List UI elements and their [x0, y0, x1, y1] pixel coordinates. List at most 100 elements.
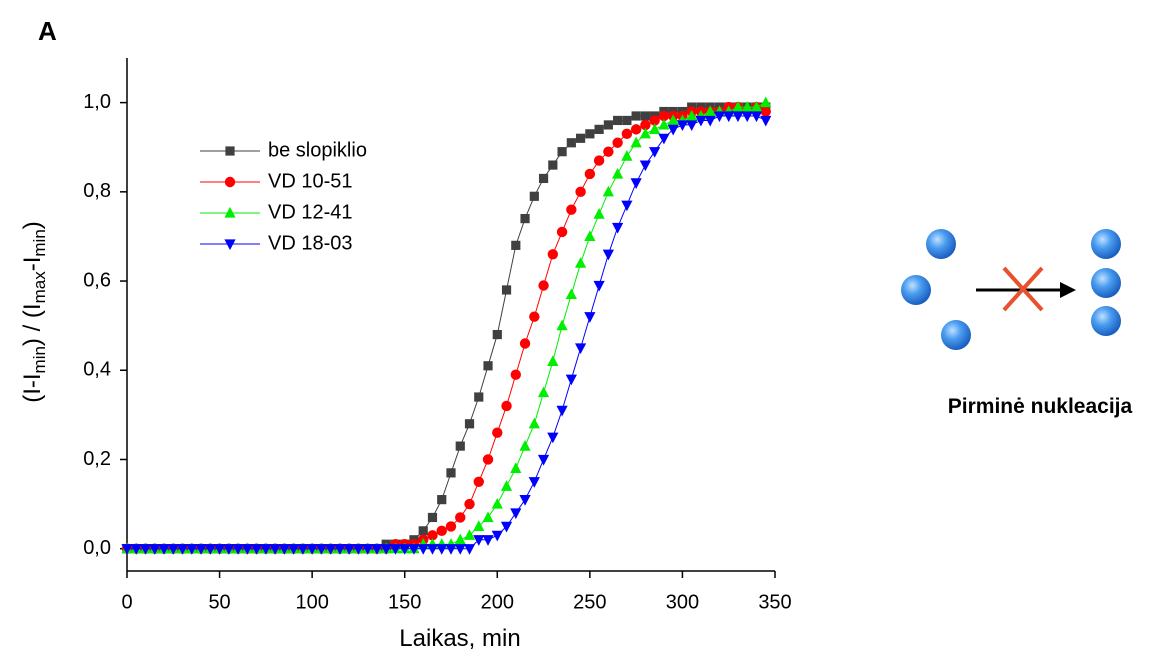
data-point — [149, 544, 161, 555]
data-point — [213, 544, 226, 555]
data-point — [741, 111, 753, 123]
legend-label: VD 18-03 — [268, 232, 353, 254]
data-point — [269, 544, 281, 555]
particle — [941, 320, 971, 350]
data-point — [548, 160, 558, 170]
data-point — [760, 106, 771, 117]
data-point — [649, 147, 661, 158]
data-point — [492, 329, 502, 340]
data-point — [278, 544, 290, 555]
data-point — [352, 544, 365, 555]
data-point — [325, 544, 337, 555]
data-point — [556, 405, 568, 417]
data-point — [557, 147, 567, 157]
data-point — [603, 120, 613, 130]
data-point — [380, 544, 392, 555]
data-point — [492, 427, 503, 438]
plot-area: 0 50 100 150 200 250 300 350 0,0 0,2 0,4 0,6 0,8 1,0 b… — [83, 58, 792, 613]
x-tick-label: 0 — [121, 591, 132, 613]
particle — [1091, 268, 1121, 298]
data-point — [130, 544, 142, 555]
particle — [901, 275, 931, 305]
y-tick-label: 0,2 — [83, 448, 111, 470]
data-point — [334, 544, 346, 555]
data-point — [176, 544, 189, 555]
y-tick-label: 0,4 — [83, 359, 111, 381]
data-point — [510, 508, 522, 520]
data-point — [483, 361, 493, 371]
data-point — [593, 155, 605, 166]
data-point — [640, 111, 650, 121]
data-point — [575, 343, 587, 355]
data-point — [556, 319, 568, 331]
data-point — [556, 226, 568, 238]
data-point — [612, 167, 624, 179]
y-label-part: ) — [19, 221, 46, 229]
data-point — [463, 544, 476, 555]
data-point — [594, 124, 604, 134]
data-point — [446, 468, 456, 478]
data-point — [473, 520, 485, 531]
data-point — [584, 312, 596, 323]
data-point — [676, 120, 689, 132]
x-axis-label: Laikas, min — [399, 625, 520, 652]
data-point — [482, 454, 494, 465]
legend-label: VD 10-51 — [268, 170, 353, 192]
data-point — [519, 495, 531, 506]
x-tick-label: 350 — [758, 591, 791, 613]
y-tick-label: 0,6 — [83, 269, 111, 291]
legend-marker — [224, 206, 236, 218]
x-tick-label: 200 — [481, 591, 514, 613]
data-point — [473, 476, 484, 487]
data-point — [463, 529, 476, 540]
data-point — [343, 544, 355, 555]
data-point — [520, 213, 530, 224]
data-point — [612, 222, 624, 234]
y-label-part: -I — [19, 257, 46, 272]
data-point — [602, 249, 614, 261]
data-point — [631, 111, 641, 121]
series-line — [127, 102, 766, 550]
data-point — [658, 133, 670, 145]
data-point — [399, 544, 411, 555]
data-point — [565, 374, 577, 386]
data-point — [547, 355, 559, 366]
data-point — [473, 535, 485, 546]
data-point — [500, 521, 513, 533]
data-point — [760, 115, 772, 127]
legend-marker — [224, 176, 236, 188]
data-point — [741, 100, 753, 112]
data-point — [491, 530, 503, 542]
data-point — [547, 249, 559, 260]
data-point — [223, 544, 235, 555]
data-point — [575, 257, 587, 268]
data-point — [732, 100, 744, 112]
data-point — [427, 512, 438, 523]
data-point — [622, 115, 632, 126]
series-line — [127, 106, 766, 550]
data-point — [454, 533, 466, 545]
data-point — [649, 123, 661, 134]
data-point — [455, 441, 465, 451]
data-point — [427, 530, 438, 541]
data-point — [537, 454, 550, 466]
data-point — [464, 419, 475, 429]
data-point — [686, 109, 698, 121]
data-point — [529, 191, 539, 201]
data-point — [418, 526, 428, 536]
y-axis-label: (I-Imin) / (Imax-Imin) — [19, 221, 49, 403]
x-tick-label: 250 — [573, 591, 606, 613]
data-point — [630, 124, 642, 135]
data-point — [621, 128, 633, 140]
data-point — [362, 544, 374, 555]
data-point — [547, 432, 559, 444]
data-point — [306, 544, 318, 555]
data-point — [251, 544, 263, 555]
data-point — [315, 544, 327, 555]
data-point — [537, 386, 550, 398]
data-point — [621, 150, 633, 161]
data-point — [139, 544, 152, 555]
x-tick-label: 50 — [208, 591, 230, 613]
data-point — [566, 138, 576, 148]
data-point — [566, 204, 577, 215]
